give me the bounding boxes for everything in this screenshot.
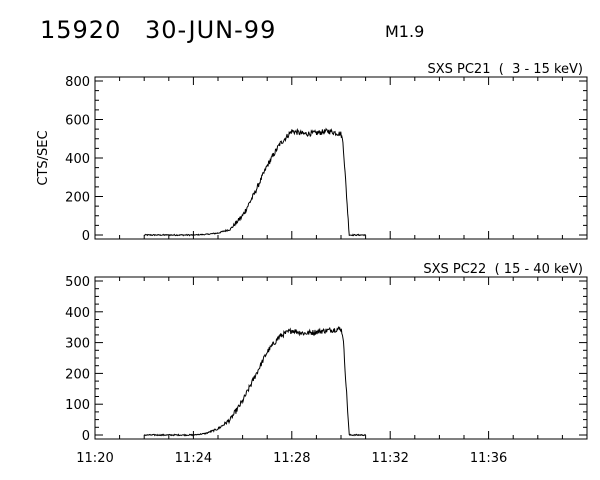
panel-title: SXS PC21 ( 3 - 15 keV)	[427, 62, 583, 77]
x-tick-label: 11:28	[273, 451, 310, 466]
event-date: 30-JUN-99	[145, 16, 277, 44]
x-tick-label: 11:36	[470, 451, 507, 466]
y-tick-label: 200	[65, 367, 90, 382]
y-axis-label: CTS/SEC	[36, 130, 51, 185]
event-id: 15920	[40, 16, 122, 44]
y-tick-label: 800	[65, 75, 90, 90]
panel-title: SXS PC22 ( 15 - 40 keV)	[423, 262, 583, 277]
panel-1: 0 200 400 600 800 SXS PC21 ( 3 - 15 keV) CTS/S…	[36, 62, 588, 244]
x-tick-label: 11:32	[371, 451, 408, 466]
y-tick-label: 100	[65, 398, 90, 413]
y-tick-label: 0	[82, 229, 90, 244]
y-tick-label: 200	[65, 191, 90, 206]
plot-frame	[94, 76, 588, 240]
plot-frame	[94, 276, 588, 440]
panel-2: 0 100 200 300 400 500 11:20 11:24 11:28 11:32 11:3…	[65, 262, 588, 466]
y-tick-label: 400	[65, 306, 90, 321]
y-tick-label: 600	[65, 114, 90, 129]
x-tick-label: 11:20	[76, 451, 113, 466]
y-tick-label: 300	[65, 337, 90, 352]
series-line-1	[143, 326, 366, 437]
flare-class: M1.9	[385, 22, 425, 41]
y-tick-label: 400	[65, 152, 90, 167]
y-tick-label: 500	[65, 275, 90, 290]
y-tick-label: 0	[82, 429, 90, 444]
series-line-1	[143, 127, 366, 237]
x-tick-label: 11:24	[175, 451, 212, 466]
